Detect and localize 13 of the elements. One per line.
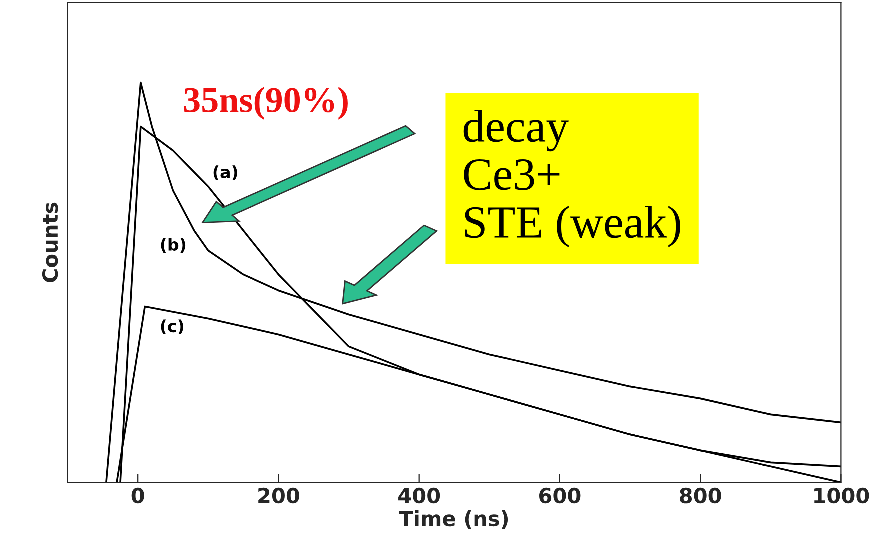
x-tick-label: 1000 bbox=[814, 488, 869, 504]
x-tick-label: 0 bbox=[132, 488, 144, 504]
x-tick-label: 200 bbox=[258, 488, 300, 504]
x-tick-label: 400 bbox=[398, 488, 440, 504]
annotation: decay Ce3+ STE (weak) bbox=[464, 110, 680, 248]
annotation: 35ns(90%) bbox=[184, 87, 348, 120]
annotation: (b) bbox=[161, 238, 186, 253]
annotation: (a) bbox=[214, 166, 238, 181]
x-tick-label: 600 bbox=[540, 488, 581, 504]
annotation: (c) bbox=[161, 320, 184, 335]
y-axis-title: Counts bbox=[42, 202, 58, 282]
x-axis-title: Time (ns) bbox=[399, 510, 508, 530]
x-tick-label: 800 bbox=[680, 488, 722, 504]
